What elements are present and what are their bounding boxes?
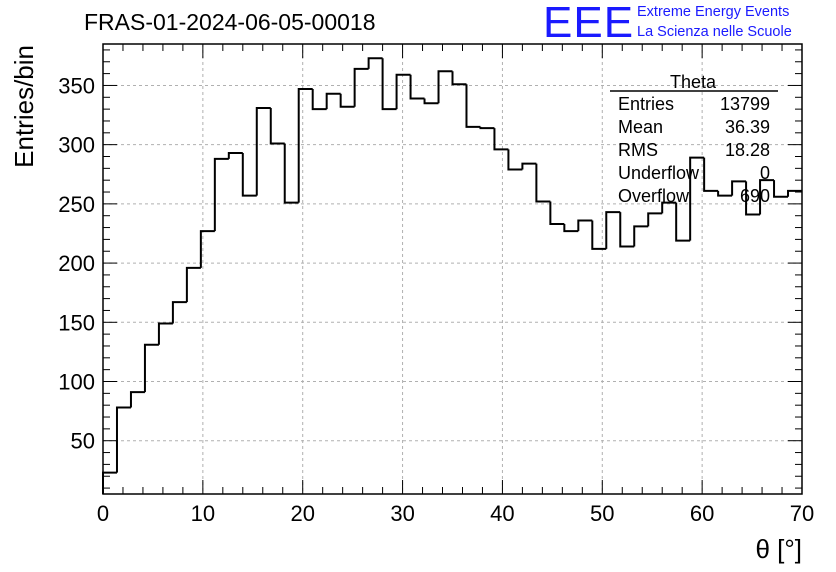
histogram-bin	[773, 180, 789, 198]
y-tick-label: 150	[58, 310, 95, 335]
histogram-bin	[521, 162, 537, 170]
histogram-bin	[227, 151, 243, 159]
histogram-bin	[311, 89, 327, 111]
stats-value-mean: 36.39	[725, 117, 770, 137]
histogram-bin	[325, 92, 341, 110]
plot-frame	[102, 43, 803, 495]
x-axis: 0 10 20 30 40 50 60 70	[97, 44, 814, 526]
plot-border	[102, 43, 803, 495]
stats-value-entries: 13799	[720, 94, 770, 114]
histogram-bin	[213, 157, 229, 232]
histogram-bin	[451, 71, 467, 86]
logo-line-1: Extreme Energy Events	[637, 4, 790, 20]
histogram-bin	[647, 212, 663, 227]
y-tick-label: 100	[58, 370, 95, 395]
histogram-bin	[731, 180, 747, 196]
x-tick-label: 70	[790, 501, 814, 526]
histogram-bin	[283, 143, 299, 204]
histogram-bin	[129, 391, 145, 408]
y-axis-label: Entries/bin	[9, 45, 39, 168]
histogram-bin	[689, 156, 705, 241]
histogram-bin	[297, 88, 313, 203]
histogram-bin	[479, 126, 495, 130]
grid-lines	[103, 44, 802, 494]
histogram-bin	[409, 74, 425, 100]
histogram-bin	[703, 157, 719, 192]
histogram-bin	[367, 57, 383, 69]
histogram-bin	[115, 406, 131, 473]
stats-label-overflow: Overflow	[618, 186, 690, 206]
histogram-bin	[171, 301, 187, 324]
histogram-bin	[605, 211, 621, 249]
histogram-series	[102, 57, 802, 494]
stats-value-rms: 18.28	[725, 140, 770, 160]
histogram-bin	[199, 230, 215, 268]
histogram-bin	[143, 343, 159, 393]
stats-title: Theta	[670, 72, 717, 92]
histogram-bin	[465, 84, 481, 128]
histogram-bin	[395, 73, 411, 110]
stats-label-entries: Entries	[618, 94, 674, 114]
eee-logo: EEE	[543, 0, 635, 47]
histogram-bin	[661, 201, 677, 214]
y-tick-label: 350	[58, 73, 95, 98]
stats-value-underflow: 0	[760, 163, 770, 183]
histogram-bin	[549, 201, 565, 225]
x-tick-label: 60	[690, 501, 714, 526]
stats-label-mean: Mean	[618, 117, 663, 137]
histogram-bin	[745, 181, 761, 216]
histogram-bin	[759, 179, 775, 215]
histogram-bin	[535, 163, 551, 203]
histogram-bin	[353, 67, 369, 107]
histogram-bin	[717, 190, 733, 197]
y-axis: 50 100 150 200 250 300 350	[58, 49, 802, 489]
histogram-bin	[507, 149, 523, 171]
histogram-bin	[787, 189, 802, 197]
histogram-bin	[241, 152, 257, 197]
histogram-bin	[563, 224, 579, 233]
histogram-bin	[493, 128, 509, 151]
histogram-bin	[269, 107, 285, 145]
histogram-bin	[381, 58, 397, 111]
y-tick-label: 250	[58, 192, 95, 217]
stats-box: Theta Entries 13799 Mean 36.39 RMS 18.28 Under…	[610, 72, 778, 206]
histogram-bin	[619, 212, 635, 248]
y-tick-label: 50	[71, 429, 95, 454]
stats-label-underflow: Underflow	[618, 163, 700, 183]
chart-title: FRAS-01-2024-06-05-00018	[84, 9, 376, 35]
histogram-bin	[675, 202, 691, 242]
y-tick-label: 200	[58, 251, 95, 276]
histogram-bin	[423, 98, 439, 105]
x-tick-label: 50	[590, 501, 614, 526]
histogram-bin	[437, 70, 453, 104]
x-tick-label: 10	[191, 501, 215, 526]
histogram-bin	[591, 220, 607, 250]
x-tick-label: 20	[290, 501, 314, 526]
stats-label-rms: RMS	[618, 140, 658, 160]
stats-value-overflow: 690	[740, 186, 770, 206]
histogram-bin	[633, 225, 649, 247]
x-tick-label: 0	[97, 501, 109, 526]
x-tick-label: 30	[390, 501, 414, 526]
histogram-bin	[185, 266, 201, 303]
histogram-bin	[577, 219, 593, 232]
histogram-bin	[157, 322, 173, 345]
y-tick-label: 300	[58, 133, 95, 158]
histogram-bin	[339, 93, 355, 108]
histogram-bin	[255, 106, 271, 196]
x-axis-label: θ [°]	[755, 534, 802, 564]
logo-line-2: La Scienza nelle Scuole	[637, 24, 792, 40]
x-tick-label: 40	[490, 501, 514, 526]
